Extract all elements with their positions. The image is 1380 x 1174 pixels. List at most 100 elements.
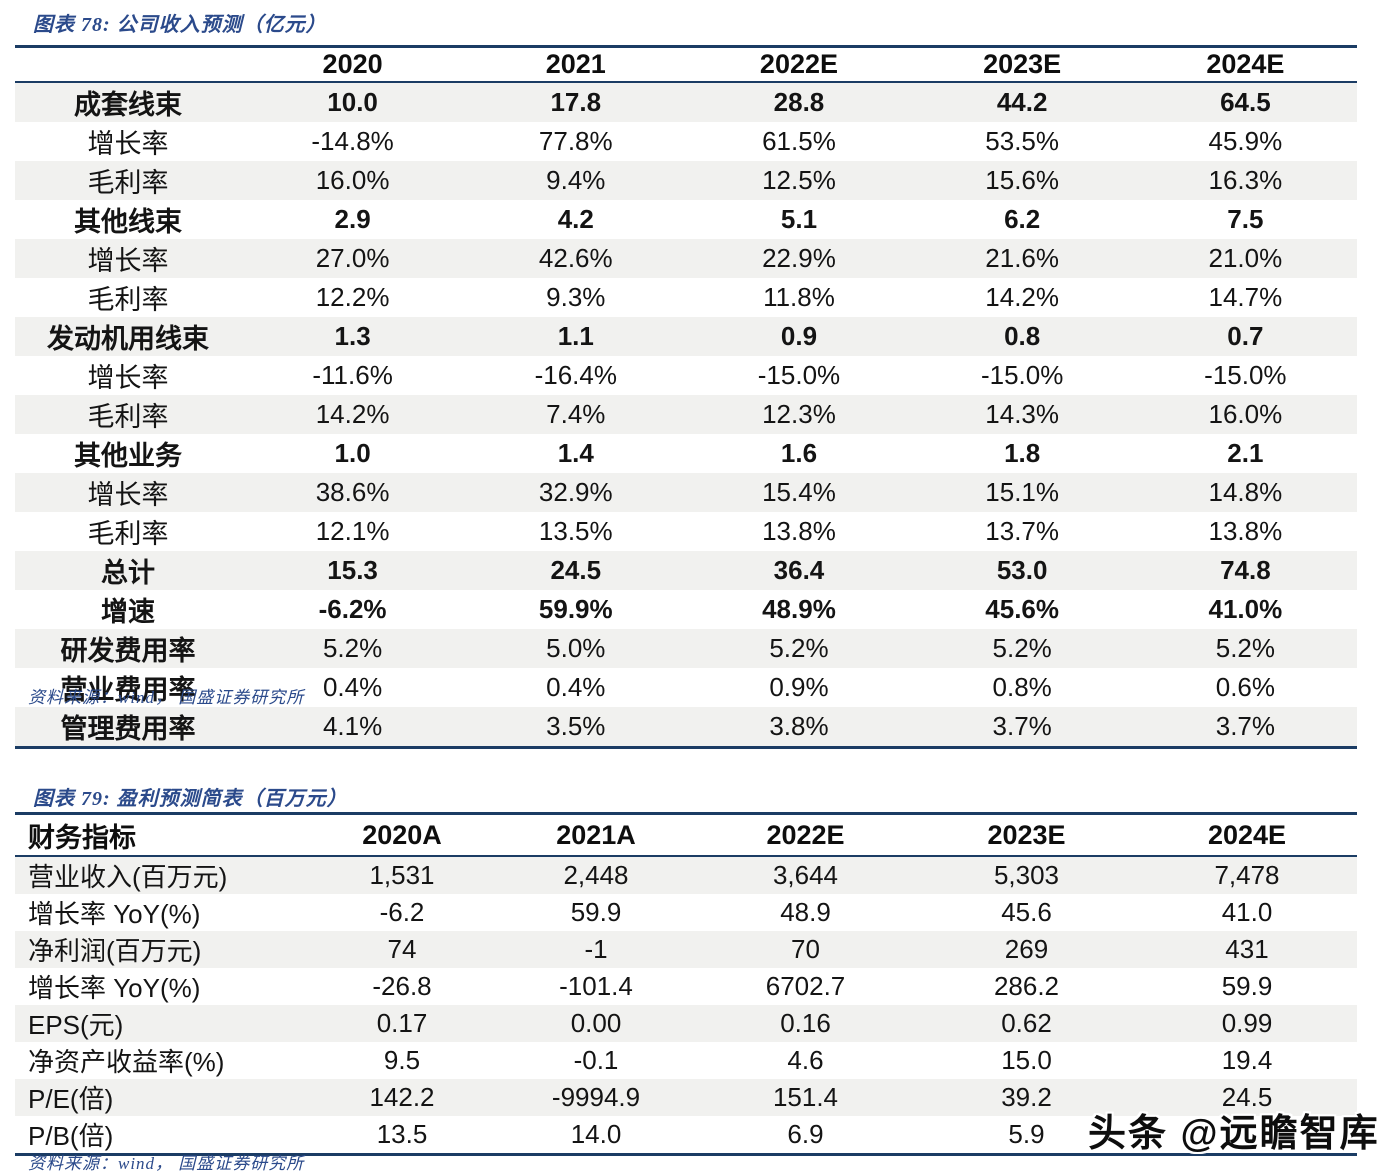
value-cell: -9994.9 xyxy=(551,1082,641,1112)
table-row: 毛利率 16.0% 9.4% 12.5% 15.6% 16.3% xyxy=(15,161,1357,200)
value-cell: 0.62 xyxy=(1001,1008,1052,1038)
value-cell: -15.0% xyxy=(757,360,841,390)
value-cell: 4.6 xyxy=(787,1045,824,1075)
table-row: P/B(倍) 13.5 14.0 6.9 5.9 xyxy=(15,1116,1357,1155)
value-cell: 0.17 xyxy=(376,1008,428,1038)
value-cell: -1 xyxy=(584,934,608,964)
header-label-cell: 财务指标 xyxy=(28,822,136,853)
value-cell: 17.8 xyxy=(550,87,602,117)
value-cell: 3.7% xyxy=(1215,711,1275,741)
value-cell: 142.2 xyxy=(369,1082,435,1112)
value-cell: 2,448 xyxy=(563,860,629,890)
figure-78-title: 图表 78: 公司收入预测（亿元） xyxy=(33,14,327,36)
table-row: 增长率 27.0% 42.6% 22.9% 21.6% 21.0% xyxy=(15,239,1357,278)
value-cell: 70 xyxy=(791,934,820,964)
row-label-cell: 净资产收益率(%) xyxy=(28,1047,225,1077)
header-year-cell: 2022E xyxy=(759,49,838,79)
value-cell: 45.6% xyxy=(985,594,1060,624)
value-cell: 48.9 xyxy=(780,897,831,927)
value-cell: 53.5% xyxy=(985,126,1060,156)
table-row: 毛利率 14.2% 7.4% 12.3% 14.3% 16.0% xyxy=(15,395,1357,434)
figure-79-title: 图表 79: 盈利预测简表（百万元） xyxy=(33,788,348,810)
table-row: 成套线束 10.0 17.8 28.8 44.2 64.5 xyxy=(15,82,1357,122)
value-cell: 13.8% xyxy=(762,516,836,546)
value-cell: 4.2 xyxy=(557,204,594,234)
header-year-cell: 2021A xyxy=(556,819,636,850)
value-cell: 1.1 xyxy=(557,321,594,351)
value-cell: 45.9% xyxy=(1208,126,1283,156)
value-cell: 0.4% xyxy=(546,672,606,702)
value-cell: -15.0% xyxy=(1204,360,1287,390)
row-label-cell: 增长率 xyxy=(87,246,169,276)
value-cell: -15.0% xyxy=(980,360,1064,390)
value-cell: 0.4% xyxy=(322,672,383,702)
row-label-cell: 毛利率 xyxy=(87,285,169,315)
value-cell: 1.3 xyxy=(334,321,371,351)
value-cell: 15.4% xyxy=(762,477,836,507)
row-label-cell: 毛利率 xyxy=(87,519,169,549)
header-row: 财务指标 2020A 2021A 2022E 2023E 2024E xyxy=(15,813,1357,856)
header-year-cell: 2023E xyxy=(987,819,1066,850)
value-cell: 5.2% xyxy=(322,633,383,663)
value-cell: 12.3% xyxy=(762,399,836,429)
value-cell: 27.0% xyxy=(315,243,390,273)
row-label-cell: 管理费用率 xyxy=(60,714,196,744)
value-cell: -101.4 xyxy=(559,971,633,1001)
table-row: 其他线束 2.9 4.2 5.1 6.2 7.5 xyxy=(15,200,1357,239)
value-cell: 15.6% xyxy=(985,165,1060,195)
value-cell: 0.9% xyxy=(769,672,829,702)
value-cell: 0.16 xyxy=(780,1008,831,1038)
row-label-cell: 增长率 YoY(%) xyxy=(28,973,201,1003)
value-cell: 6702.7 xyxy=(765,971,846,1001)
value-cell: 6.9 xyxy=(787,1119,824,1149)
row-label-cell: 增长率 xyxy=(87,480,169,510)
row-label-cell: 增长率 xyxy=(87,363,169,393)
value-cell: 286.2 xyxy=(993,971,1060,1001)
value-cell: 59.9% xyxy=(538,594,613,624)
value-cell: 0.9 xyxy=(780,321,818,351)
value-cell: 41.0 xyxy=(1221,897,1273,927)
value-cell: -6.2 xyxy=(379,897,425,927)
table-row: P/E(倍) 142.2 -9994.9 151.4 39.2 24.5 xyxy=(15,1079,1357,1116)
row-label-cell: 毛利率 xyxy=(87,402,169,432)
value-cell: 59.9 xyxy=(570,897,622,927)
value-cell: 13.5 xyxy=(376,1119,428,1149)
value-cell: 3.5% xyxy=(546,711,606,741)
row-label-cell: 总计 xyxy=(101,558,155,588)
value-cell: 0.00 xyxy=(570,1008,622,1038)
table-row: 净资产收益率(%) 9.5 -0.1 4.6 15.0 19.4 xyxy=(15,1042,1357,1079)
profit-forecast-table: 财务指标 2020A 2021A 2022E 2023E 2024E 营业收入(百万元) 1,… xyxy=(15,812,1357,1156)
value-cell: 39.2 xyxy=(1001,1082,1052,1112)
value-cell: 16.0% xyxy=(1208,399,1283,429)
value-cell: 431 xyxy=(1225,934,1269,964)
value-cell: 14.7% xyxy=(1208,282,1283,312)
value-cell: 74 xyxy=(387,934,417,964)
value-cell: 22.9% xyxy=(762,243,836,273)
value-cell: 13.8% xyxy=(1208,516,1283,546)
table-row: 发动机用线束 1.3 1.1 0.9 0.8 0.7 xyxy=(15,317,1357,356)
value-cell: -6.2% xyxy=(318,594,387,624)
value-cell: 14.0 xyxy=(570,1119,622,1149)
value-cell: 10.0 xyxy=(327,87,378,117)
value-cell: 61.5% xyxy=(762,126,836,156)
value-cell: 12.2% xyxy=(315,282,390,312)
value-cell: 5.9 xyxy=(1008,1119,1045,1149)
watermark-toutiao: 头条 @远瞻智库 xyxy=(1088,1113,1380,1155)
value-cell: 44.2 xyxy=(996,87,1048,117)
value-cell: 269 xyxy=(1004,934,1049,964)
row-label-cell: 净利润(百万元) xyxy=(28,936,202,966)
table-row: 毛利率 12.2% 9.3% 11.8% 14.2% 14.7% xyxy=(15,278,1357,317)
value-cell: 9.3% xyxy=(546,282,606,312)
value-cell: 42.6% xyxy=(538,243,613,273)
header-year-cell: 2021 xyxy=(545,49,606,79)
header-year-cell: 2020 xyxy=(322,49,383,79)
value-cell: 2.9 xyxy=(334,204,371,234)
value-cell: 1.4 xyxy=(557,438,594,468)
row-label-cell: 增长率 xyxy=(87,129,169,159)
row-label-cell: 其他业务 xyxy=(74,441,182,471)
row-label-cell: 营业收入(百万元) xyxy=(28,862,228,892)
value-cell: 9.4% xyxy=(546,165,606,195)
row-label-cell: P/B(倍) xyxy=(28,1121,114,1151)
header-year-cell: 2024E xyxy=(1206,49,1285,79)
